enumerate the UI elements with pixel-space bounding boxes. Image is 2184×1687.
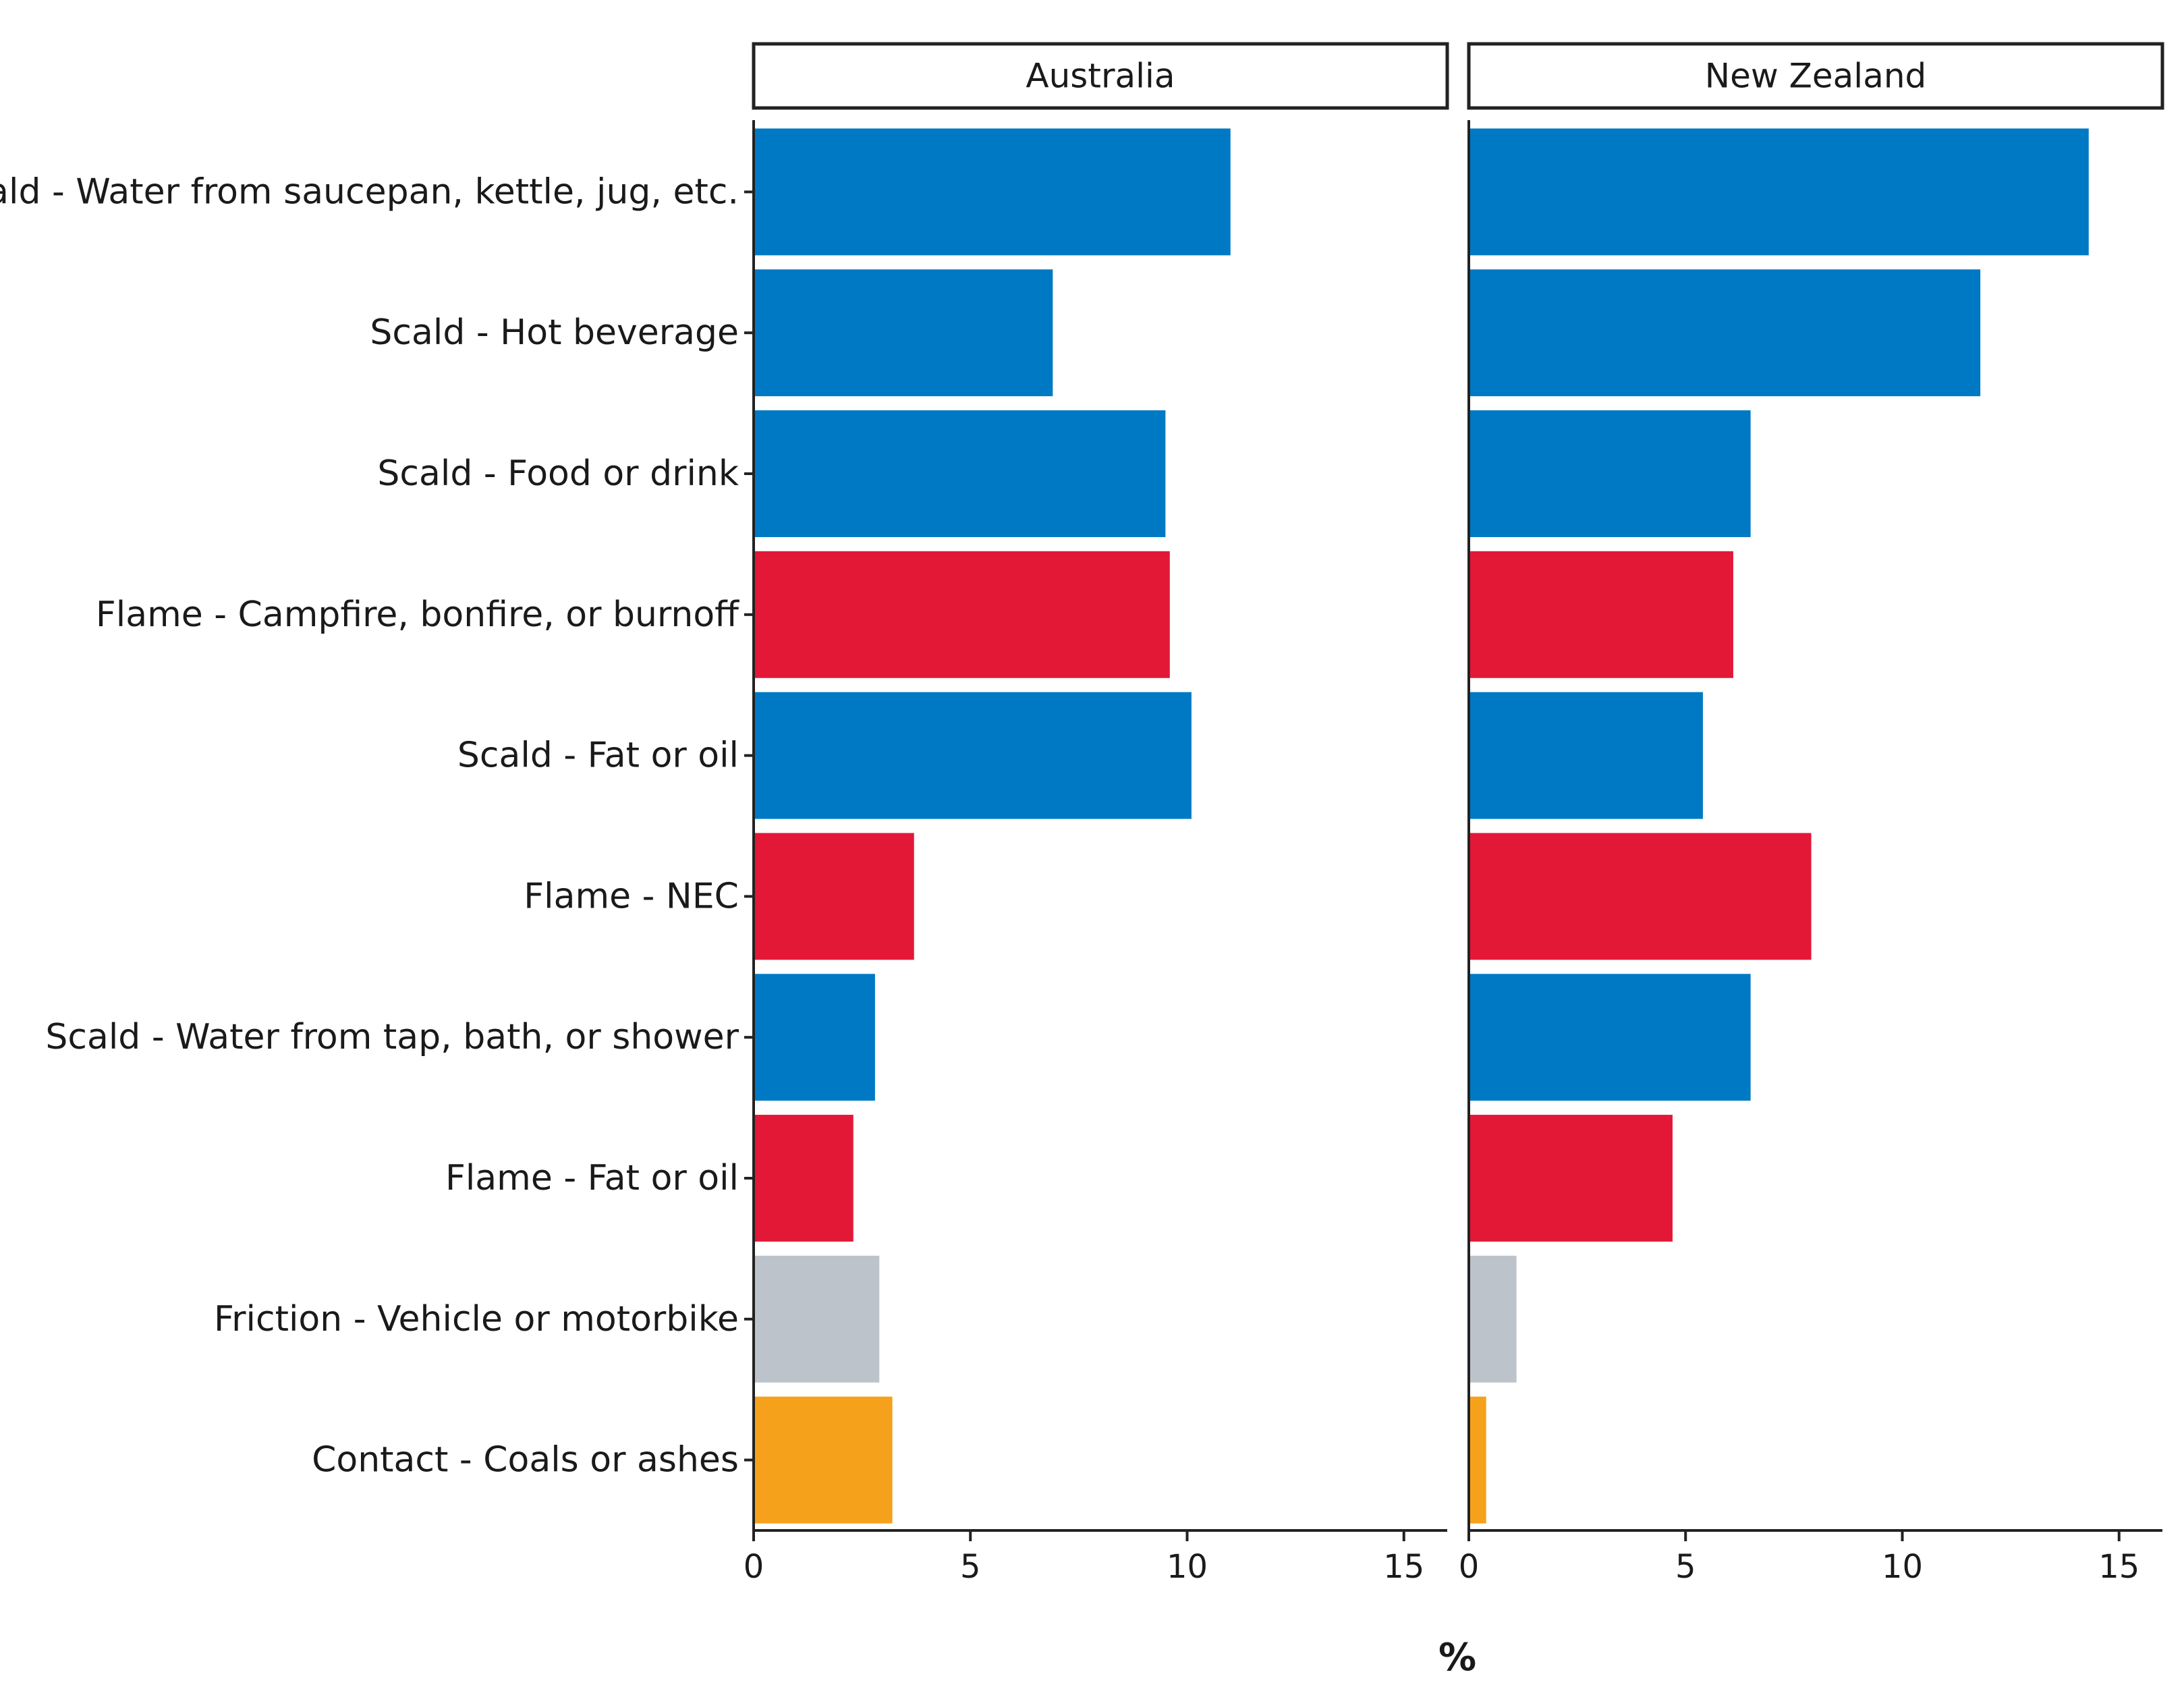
category-label: Scald - Food or drink [377,453,739,494]
category-label: Scald - Hot beverage [370,312,739,353]
facet-strip-label: Australia [1026,57,1175,96]
category-label: Flame - Fat or oil [445,1158,739,1198]
x-tick-label: 15 [1383,1548,1424,1586]
x-tick-label: 0 [1459,1548,1480,1586]
bar [1469,1396,1486,1524]
x-tick-label: 10 [1882,1548,1923,1586]
bar [1469,974,1751,1101]
category-label: Scald - Fat or oil [457,736,739,776]
panel-australia: Australia 0 5 10 15 [744,42,1449,1586]
x-axis-title: % [1438,1636,1476,1680]
bar [754,1115,853,1242]
bar [1469,410,1751,537]
bar [754,692,1192,819]
bar [754,1255,880,1383]
bar [1469,1115,1673,1242]
x-tick-label: 5 [1675,1548,1696,1586]
category-label: Flame - Campfire, bonfire, or burnoff [96,594,739,635]
bar [754,128,1231,256]
bar [754,833,914,960]
facet-strip [752,42,1449,110]
bar [754,551,1170,678]
category-label: Scald - Water from tap, bath, or shower [45,1017,739,1057]
category-label: Contact - Coals or ashes [312,1440,739,1481]
bar [1469,1255,1517,1383]
category-labels: Scald - Water from saucepan, kettle, jug… [0,171,754,1481]
bar [1469,692,1703,819]
bar [754,1396,893,1524]
x-tick-label: 5 [960,1548,981,1586]
category-label: Scald - Water from saucepan, kettle, jug… [0,171,739,212]
bar [754,974,875,1101]
x-tick-label: 0 [744,1548,764,1586]
facet-strip-label: New Zealand [1705,57,1927,96]
bar [1469,269,1981,397]
facet-strip [1467,42,2164,110]
bar [1469,128,2089,256]
x-tick-label: 10 [1167,1548,1208,1586]
category-label: Friction - Vehicle or motorbike [214,1299,739,1339]
bar [754,410,1166,537]
bar [754,269,1053,397]
x-tick-label: 15 [2098,1548,2139,1586]
panel-new-zealand: New Zealand 0 5 10 15 [1459,42,2164,1586]
category-label: Flame - NEC [524,876,739,916]
bar [1469,551,1733,678]
bar [1469,833,1812,960]
